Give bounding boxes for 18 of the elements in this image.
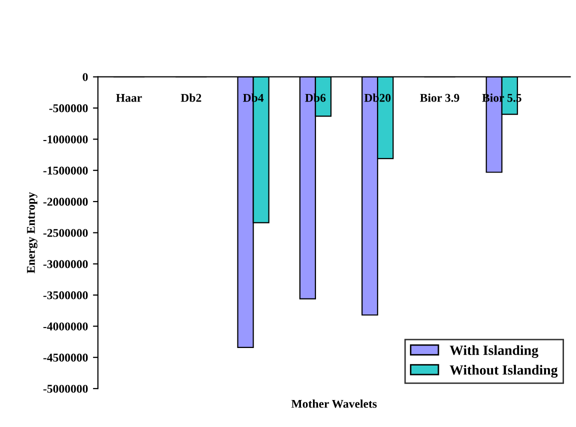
y-tick-label: 0 bbox=[82, 73, 88, 82]
x-tick-label: Haar bbox=[116, 94, 142, 102]
y-tick-label: -1500000 bbox=[43, 166, 88, 175]
y-tick-label: -1000000 bbox=[43, 135, 88, 144]
x-tick-label: Bior 3.9 bbox=[420, 94, 460, 102]
x-axis-title: Mother Wavelets bbox=[291, 399, 377, 408]
y-tick-label: -500000 bbox=[49, 104, 88, 112]
legend-label: Without Islanding bbox=[450, 364, 558, 378]
y-tick-label: -2000000 bbox=[43, 198, 88, 206]
y-tick-label: -3500000 bbox=[43, 291, 88, 300]
y-tick-label: -5000000 bbox=[43, 384, 88, 393]
y-axis-title: Energy Entropy bbox=[27, 192, 38, 274]
legend-label: With Islanding bbox=[450, 345, 538, 358]
y-tick-label: -4000000 bbox=[43, 322, 88, 330]
y-tick-label: -2500000 bbox=[43, 228, 88, 237]
y-tick-label: -4500000 bbox=[43, 354, 88, 362]
x-tick-label: Db2 bbox=[180, 94, 202, 102]
y-tick-label: -3000000 bbox=[43, 260, 88, 268]
